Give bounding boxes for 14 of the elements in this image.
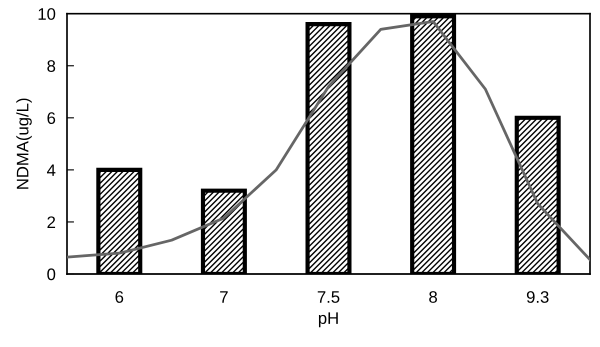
x-tick-label: 7	[220, 291, 228, 303]
y-tick-label: 0	[47, 268, 56, 280]
y-axis-title: NDMA(ug/L)	[16, 98, 32, 189]
y-tick-label: 6	[47, 112, 56, 124]
x-tick-label: 8	[429, 291, 438, 303]
x-tick-label: 6	[116, 291, 124, 303]
y-tick-label: 10	[38, 8, 56, 20]
x-tick-label: 9.3	[526, 291, 549, 303]
x-tick-label: 7.5	[318, 291, 340, 303]
y-tick-label: 8	[47, 60, 56, 72]
x-axis-title: pH	[318, 312, 338, 328]
line-series	[67, 20, 590, 262]
y-tick-label: 2	[47, 216, 56, 228]
y-tick-label: 4	[47, 164, 56, 176]
